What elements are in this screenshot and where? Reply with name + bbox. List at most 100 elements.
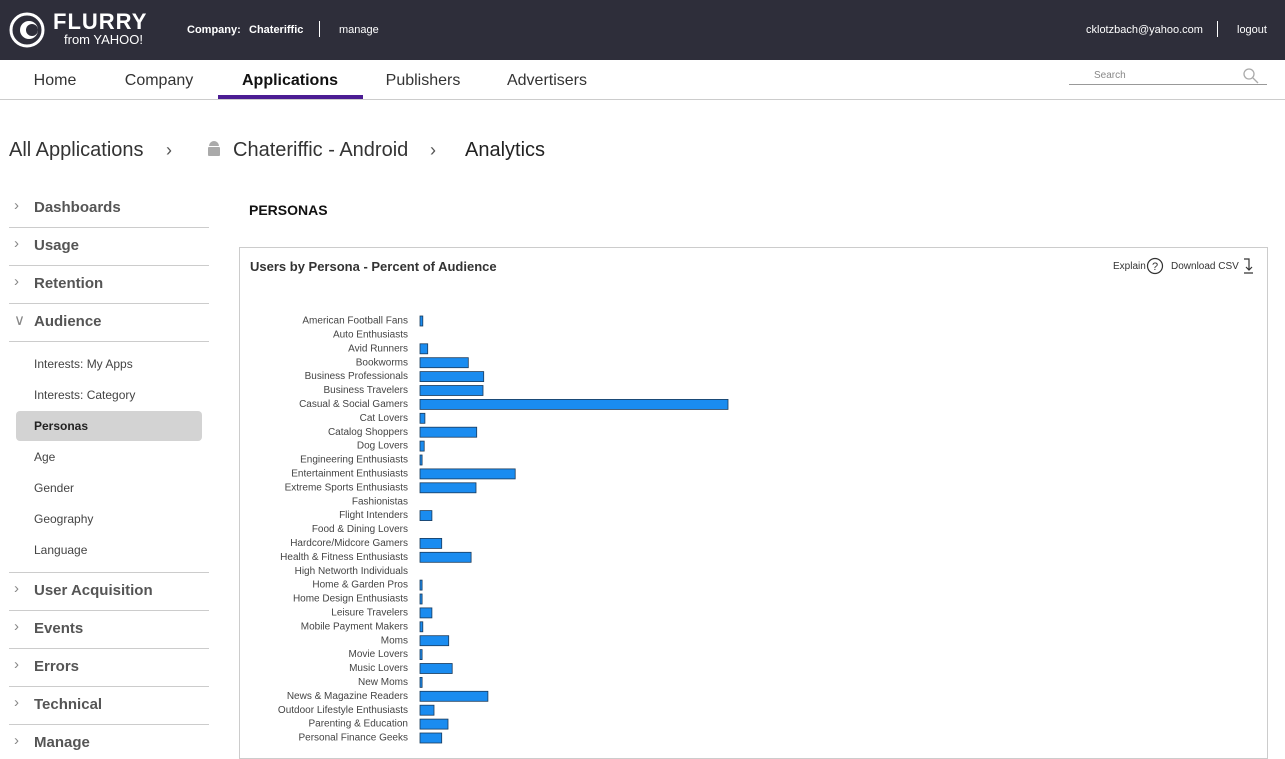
category-label: Catalog Shoppers: [328, 427, 408, 438]
bar: [419, 468, 516, 480]
search-box[interactable]: Search: [1094, 70, 1126, 81]
chevron: ›: [14, 235, 19, 252]
sidebar-section[interactable]: User Acquisition: [34, 582, 153, 599]
sidebar-item[interactable]: Interests: My Apps: [34, 357, 133, 371]
android-icon: [208, 141, 220, 156]
bar-chart: American Football Fans Auto Enthusiasts Av…: [278, 315, 729, 744]
category-label: Business Travelers: [324, 385, 408, 396]
category-label: Home & Garden Pros: [312, 580, 408, 591]
chevron: ›: [14, 656, 19, 673]
bar: [419, 690, 489, 702]
chevron: ›: [14, 694, 19, 711]
sidebar-section[interactable]: Audience: [34, 313, 102, 330]
bar: [419, 482, 477, 494]
chevron: ∨: [14, 312, 25, 329]
category-label: Hardcore/Midcore Gamers: [290, 538, 408, 549]
breadcrumb-sep: ›: [166, 140, 172, 160]
sidebar-item[interactable]: Language: [34, 543, 88, 557]
sidebar-section[interactable]: Retention: [34, 275, 104, 292]
bar: [419, 315, 424, 327]
logout-link[interactable]: logout: [1237, 24, 1267, 36]
category-label: Casual & Social Gamers: [299, 399, 408, 410]
download-icon[interactable]: [1241, 257, 1255, 275]
category-label: New Moms: [358, 677, 408, 688]
category-label: Avid Runners: [348, 343, 408, 354]
sidebar-item[interactable]: Gender: [34, 481, 75, 495]
help-icon[interactable]: ?: [1146, 257, 1164, 275]
category-label: Outdoor Lifestyle Enthusiasts: [278, 705, 408, 716]
divider: [9, 303, 209, 304]
sidebar-section[interactable]: Usage: [34, 237, 80, 254]
download-link[interactable]: Download CSV: [1171, 261, 1239, 272]
divider: [9, 610, 209, 611]
bar: [419, 649, 423, 661]
company-name: Chateriffic: [249, 24, 304, 36]
nav-tab[interactable]: Applications: [241, 72, 339, 89]
sidebar-item[interactable]: Interests: Category: [34, 388, 136, 402]
bar: [419, 537, 443, 549]
sidebar-section[interactable]: Technical: [34, 696, 103, 713]
category-label: Moms: [381, 635, 408, 646]
bar: [419, 454, 423, 466]
bar: [419, 357, 469, 369]
category-label: Dog Lovers: [357, 441, 408, 452]
breadcrumb-current: Analytics: [465, 139, 546, 161]
nav-tab[interactable]: Advertisers: [506, 72, 588, 89]
selected-item-bg: [16, 411, 202, 441]
sidebar-section[interactable]: Dashboards: [34, 199, 121, 216]
category-label: News & Magazine Readers: [287, 691, 408, 702]
bar: [419, 635, 450, 647]
nav-tab[interactable]: Company: [124, 72, 194, 89]
category-label: Auto Enthusiasts: [333, 330, 408, 341]
bar: [419, 371, 485, 382]
breadcrumb-item[interactable]: Chateriffic - Android: [233, 139, 409, 161]
bar: [419, 704, 435, 716]
category-label: Engineering Enthusiasts: [300, 455, 408, 466]
nav-tab[interactable]: Home: [33, 72, 77, 89]
chart-panel: Users by Persona - Percent of Audience E…: [239, 247, 1268, 759]
chevron: ›: [14, 580, 19, 597]
category-label: Food & Dining Lovers: [312, 524, 408, 535]
bar: [419, 593, 423, 605]
bar: [419, 732, 443, 744]
chevron: ›: [14, 197, 19, 214]
category-label: Leisure Travelers: [331, 608, 408, 619]
bar: [419, 579, 423, 591]
manage-link[interactable]: manage: [339, 24, 379, 36]
divider: [9, 341, 209, 342]
user-email[interactable]: cklotzbach@yahoo.com: [1086, 24, 1203, 36]
category-label: Bookworms: [356, 357, 408, 368]
sidebar-item[interactable]: Personas: [34, 419, 89, 433]
bar: [419, 385, 484, 396]
bar: [419, 510, 433, 522]
sidebar-item[interactable]: Age: [34, 450, 56, 464]
divider: [9, 265, 209, 266]
nav-bar: Search Home Company Applications Publishers…: [0, 60, 1285, 100]
sidebar-section[interactable]: Events: [34, 620, 84, 637]
sidebar-section[interactable]: Manage: [34, 734, 90, 751]
search-icon[interactable]: [1242, 67, 1260, 85]
category-label: Business Professionals: [305, 371, 408, 382]
bar: [419, 663, 453, 674]
breadcrumb-item[interactable]: All Applications: [9, 139, 144, 161]
category-label: Fashionistas: [352, 496, 408, 507]
nav-tab[interactable]: Publishers: [385, 72, 461, 89]
divider: [9, 724, 209, 725]
page-title: PERSONAS: [249, 202, 328, 218]
category-label: Parenting & Education: [308, 719, 408, 730]
chevron: ›: [14, 618, 19, 635]
bar: [419, 718, 449, 730]
category-label: Flight Intenders: [339, 510, 408, 521]
sidebar-item[interactable]: Geography: [34, 512, 94, 526]
sidebar-section[interactable]: Errors: [34, 658, 80, 675]
logo-icon: [9, 12, 45, 48]
category-label: American Football Fans: [302, 316, 408, 327]
divider: [9, 227, 209, 228]
bar: [419, 343, 429, 355]
bar: [419, 551, 472, 563]
bar: [419, 399, 729, 410]
category-label: Personal Finance Geeks: [298, 733, 408, 744]
chevron: ›: [14, 732, 19, 749]
explain-link[interactable]: Explain: [1113, 261, 1146, 272]
